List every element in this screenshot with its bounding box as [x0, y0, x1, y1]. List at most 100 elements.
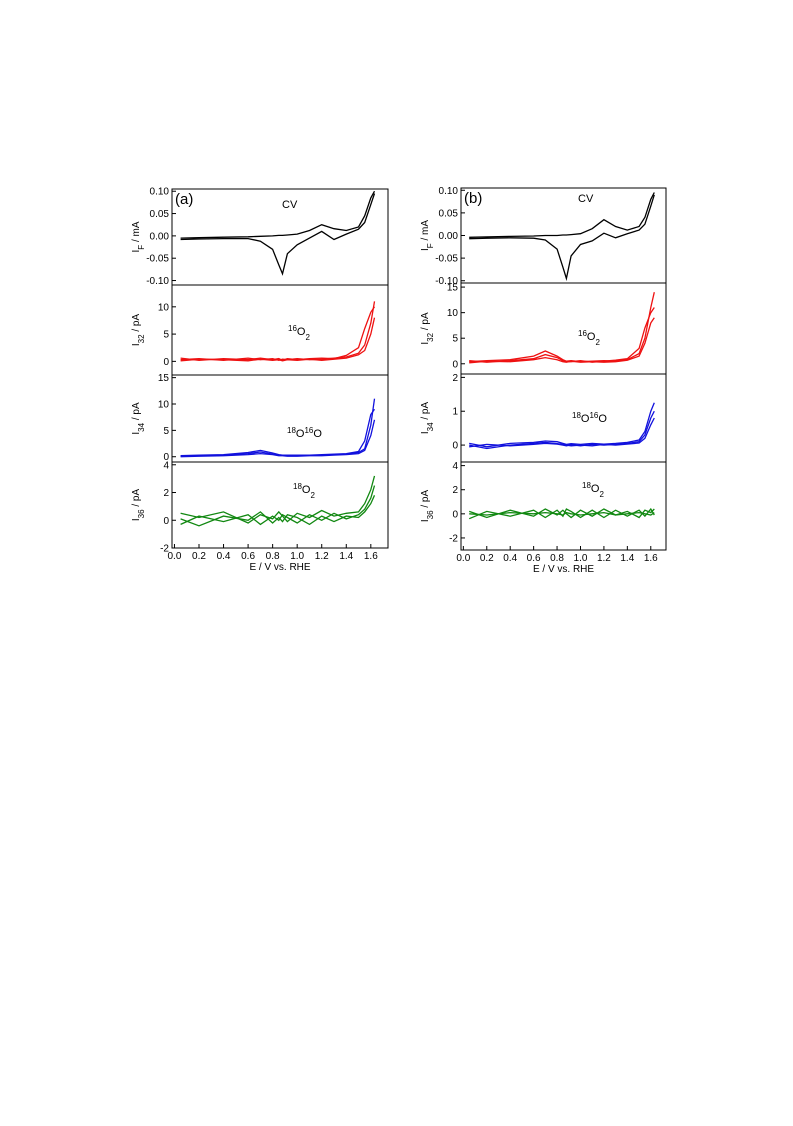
y-axis-label: I32 / pA [131, 314, 146, 347]
annotation: 18O16O [287, 426, 322, 441]
y-axis-label: I36 / pA [131, 489, 146, 522]
text-part: 2 [305, 333, 310, 342]
text-part: I [131, 518, 142, 521]
text-part: O [591, 483, 600, 495]
y-tick-label: 0.00 [439, 231, 459, 242]
x-tick-label: 0.4 [217, 551, 231, 562]
annotation: CV [578, 193, 594, 205]
data-line [180, 193, 376, 276]
text-part: O [296, 428, 305, 440]
x-tick-label: 0.6 [241, 551, 255, 562]
data-line [180, 485, 376, 526]
x-tick-label: 1.4 [339, 551, 353, 562]
data-line [180, 190, 376, 239]
x-tick-label: 0.6 [527, 553, 541, 564]
data-line [469, 317, 655, 364]
text-part: I [420, 519, 431, 522]
plot-frame [460, 461, 667, 551]
x-tick-label: 0.2 [480, 553, 494, 564]
y-tick-label: -0.05 [146, 254, 169, 265]
text-part: 16 [288, 324, 297, 333]
text-part: / pA [420, 490, 431, 511]
text-part: I [131, 250, 142, 253]
text-part: 34 [426, 422, 435, 431]
text-part: 18 [572, 411, 581, 420]
text-part: I [420, 342, 431, 345]
text-part: 16 [589, 411, 598, 420]
y-tick-label: 0 [452, 359, 458, 370]
x-tick-label: 1.6 [364, 551, 378, 562]
y-tick-label: 0.05 [439, 208, 459, 219]
text-part: 32 [137, 334, 146, 343]
y-axis-label: IF / mA [131, 221, 146, 252]
x-tick-label: 1.2 [315, 551, 329, 562]
y-axis-label: I32 / pA [420, 312, 435, 345]
x-tick-label: 1.0 [290, 551, 304, 562]
text-part: O [297, 326, 306, 338]
text-part: 18 [287, 426, 296, 435]
y-tick-label: 0.05 [150, 209, 170, 220]
y-tick-label: 0 [163, 516, 169, 527]
text-part: I [131, 343, 142, 346]
text-part: 2 [595, 338, 600, 347]
x-tick-label: 0.4 [503, 553, 517, 564]
y-tick-label: 5 [163, 426, 169, 437]
x-tick-label: 0.0 [168, 551, 182, 562]
y-tick-label: 0.00 [150, 231, 170, 242]
text-part: / mA [131, 221, 142, 245]
y-tick-label: -2 [160, 544, 169, 555]
x-tick-label: 0.2 [192, 551, 206, 562]
data-line [469, 307, 655, 363]
y-tick-label: 15 [447, 283, 459, 294]
text-part: 16 [304, 426, 313, 435]
text-part: 34 [137, 422, 146, 431]
text-part: O [302, 484, 311, 496]
text-part: O [313, 428, 322, 440]
y-tick-label: 2 [163, 488, 169, 499]
y-tick-label: 10 [447, 308, 459, 319]
text-part: 36 [426, 510, 435, 519]
y-tick-label: -0.05 [435, 254, 458, 265]
y-axis-label: I34 / pA [420, 402, 435, 435]
data-line [180, 306, 376, 361]
data-line [180, 301, 376, 361]
text-part: / mA [420, 220, 431, 244]
annotation: CV [282, 199, 298, 211]
data-line [180, 398, 376, 457]
y-tick-label: 2 [452, 373, 458, 384]
y-tick-label: 0.10 [150, 187, 170, 198]
x-tick-label: 0.0 [456, 553, 470, 564]
annotation: 18O2 [582, 481, 604, 499]
data-line [180, 475, 376, 524]
text-part: F [426, 243, 435, 248]
data-line [469, 194, 655, 282]
x-tick-label: 1.6 [644, 553, 658, 564]
text-part: CV [282, 199, 298, 211]
y-tick-label: 1 [452, 407, 458, 418]
text-part: 16 [578, 329, 587, 338]
panel-label: (a) [175, 191, 193, 208]
data-line [469, 292, 655, 363]
y-tick-label: -2 [449, 533, 458, 544]
y-axis-label: IF / mA [420, 220, 435, 251]
y-axis-label: I36 / pA [420, 490, 435, 523]
annotation: 16O2 [288, 324, 310, 342]
text-part: 32 [426, 332, 435, 341]
text-part: I [131, 432, 142, 435]
data-line [469, 402, 655, 448]
text-part: / pA [131, 489, 142, 510]
x-tick-label: 0.8 [550, 553, 564, 564]
text-part: / pA [420, 402, 431, 423]
text-part: / pA [420, 312, 431, 333]
data-line [469, 192, 655, 238]
text-part: / pA [131, 314, 142, 335]
y-tick-label: -0.10 [146, 276, 169, 287]
y-tick-label: 5 [163, 330, 169, 341]
text-part: F [137, 245, 146, 250]
data-line [469, 511, 655, 516]
x-tick-label: 1.4 [620, 553, 634, 564]
y-axis-label: I34 / pA [131, 402, 146, 435]
y-tick-label: 0.10 [439, 186, 459, 197]
x-axis-label: E / V vs. RHE [249, 562, 310, 573]
